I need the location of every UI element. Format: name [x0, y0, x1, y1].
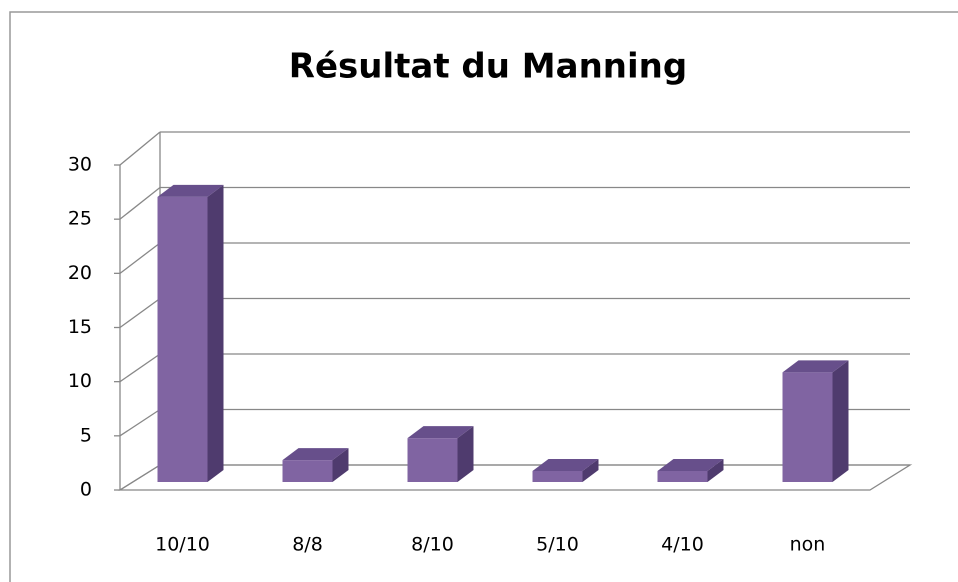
grid-line-side [119, 408, 161, 437]
bar-side [832, 360, 849, 482]
bar-side [457, 426, 474, 482]
grid-line-side [119, 353, 161, 383]
y-tick-label: 15 [68, 316, 92, 338]
chart-frame [9, 11, 958, 582]
grid-line-side [119, 297, 161, 329]
bar-top [657, 459, 724, 472]
bar-top [282, 448, 349, 461]
bar-side [582, 459, 599, 482]
x-tick-label: 5/10 [536, 534, 579, 556]
x-tick-label: 8/10 [411, 534, 454, 556]
grid-line-side [119, 242, 161, 274]
bar-front [157, 196, 208, 482]
y-tick-label: 5 [80, 424, 92, 446]
bar-top [407, 426, 474, 439]
bar-front [657, 471, 708, 482]
bar-side [207, 184, 224, 482]
x-tick-label: 4/10 [661, 534, 704, 556]
y-tick-label: 30 [68, 154, 92, 176]
bar-front [782, 372, 833, 482]
y-tick-label: 25 [68, 208, 92, 230]
y-tick-label: 0 [80, 479, 92, 501]
grid-line-side [119, 186, 161, 220]
bar-front [407, 438, 458, 482]
bar-side [707, 459, 724, 482]
x-tick-label: 8/8 [292, 534, 323, 556]
bar [782, 360, 849, 482]
bar-side [332, 448, 349, 482]
bar [532, 459, 599, 482]
bar [282, 448, 349, 482]
x-tick-label: non [790, 534, 826, 556]
grid-line-side [119, 464, 161, 491]
chart-title: Résultat du Manning [289, 47, 687, 87]
bar-front [532, 471, 583, 482]
x-tick-label: 10/10 [155, 534, 210, 556]
grid-line-side [119, 131, 161, 166]
bar-top [782, 360, 849, 373]
y-tick-label: 20 [68, 262, 92, 284]
bar [657, 459, 724, 482]
bar [157, 184, 224, 482]
bar-top [532, 459, 599, 472]
bar [407, 426, 474, 482]
bar-front [282, 460, 333, 482]
y-tick-label: 10 [68, 370, 92, 392]
bar-top [157, 184, 224, 197]
